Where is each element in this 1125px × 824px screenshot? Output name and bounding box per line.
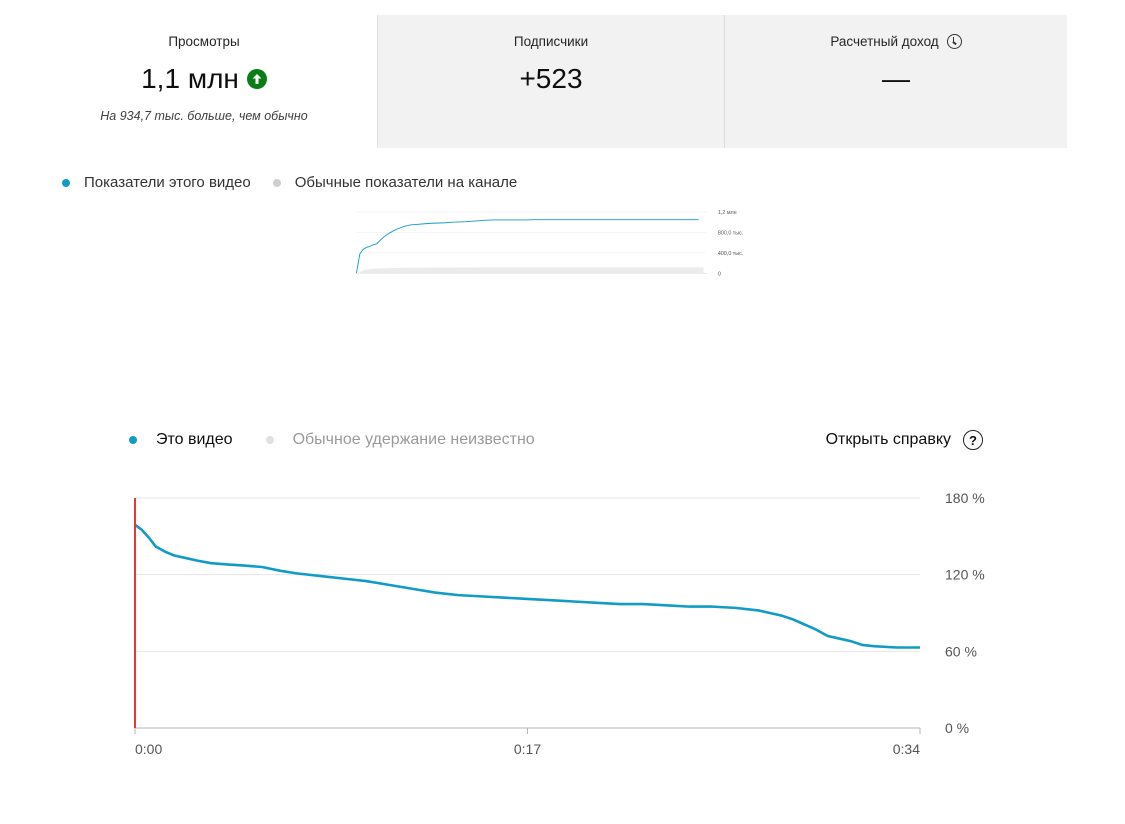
retention-y-tick-label: 180 % <box>945 490 985 506</box>
revenue-value: — <box>725 62 1067 96</box>
revenue-label-row: Расчетный доход <box>725 32 1067 50</box>
retention-y-tick-label: 60 % <box>945 643 977 659</box>
retention-this-video-dot <box>129 436 137 444</box>
views-card[interactable]: Просмотры 1,1 млн На 934,7 тыс. больше, … <box>31 15 378 148</box>
subscribers-value-text: +523 <box>519 63 583 94</box>
retention-chart: 0 % 60 % 120 % 180 % 0:00 0:17 0:34 <box>134 490 985 757</box>
subscribers-card[interactable]: Подписчики +523 <box>378 15 725 148</box>
revenue-label: Расчетный доход <box>830 33 939 49</box>
retention-x-tick-label: 0:34 <box>893 741 920 757</box>
legend-typical: Обычные показатели на канале <box>294 174 518 191</box>
revenue-card[interactable]: Расчетный доход — <box>725 15 1067 148</box>
views-y-tick-label: 800,0 тыс. <box>718 231 743 237</box>
revenue-value-text: — <box>882 63 910 94</box>
help-circle-icon: ? <box>963 430 983 450</box>
typical-views-area <box>356 267 704 274</box>
retention-series-line <box>134 523 920 649</box>
retention-legend-this-video: Это видео <box>156 431 233 448</box>
views-chart: 0 400,0 тыс. 800,0 тыс. 1,2 млн <box>355 210 743 277</box>
arrow-up-circle-icon <box>246 69 267 89</box>
clock-icon[interactable] <box>946 33 962 49</box>
typical-dot <box>272 178 281 187</box>
retention-legend: Это видео Обычное удержание неизвестно <box>129 431 535 449</box>
retention-x-tick-label: 0:00 <box>135 741 162 757</box>
this-video-dot <box>62 178 70 187</box>
views-value-row: 1,1 млн <box>31 62 377 96</box>
help-label: Открыть справку <box>825 431 951 448</box>
views-y-tick-label: 0 <box>718 271 721 277</box>
views-series-line <box>355 219 699 274</box>
views-comparison-note: На 934,7 тыс. больше, чем обычно <box>100 109 308 123</box>
metric-cards: Просмотры 1,1 млн На 934,7 тыс. больше, … <box>31 15 1067 148</box>
views-y-tick-label: 1,2 млн <box>718 210 737 216</box>
retention-y-tick-label: 0 % <box>945 720 969 736</box>
subscribers-value: +523 <box>378 62 724 96</box>
open-help-link[interactable]: Открыть справку ? <box>826 430 983 450</box>
retention-typical-dot <box>265 436 274 444</box>
retention-x-tick-label: 0:17 <box>514 741 541 757</box>
views-label: Просмотры <box>168 33 240 49</box>
views-value: 1,1 млн <box>141 63 239 94</box>
retention-legend-typical: Обычное удержание неизвестно <box>292 431 535 448</box>
views-chart-legend: Показатели этого видео Обычные показател… <box>62 174 517 191</box>
subscribers-label: Подписчики <box>513 33 589 49</box>
legend-this-video: Показатели этого видео <box>84 174 251 191</box>
views-y-tick-label: 400,0 тыс. <box>718 251 743 257</box>
retention-y-tick-label: 120 % <box>945 567 985 583</box>
